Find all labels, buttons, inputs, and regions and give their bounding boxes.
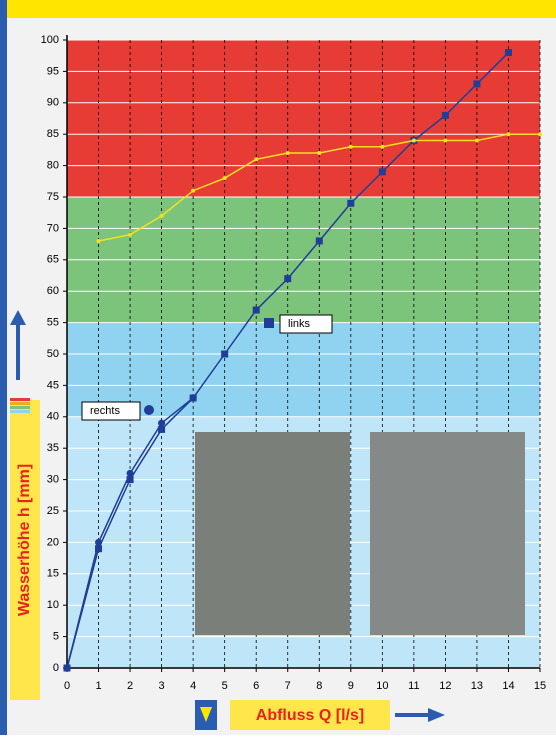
- x-tick-label: 0: [64, 680, 70, 692]
- marker: [473, 80, 481, 88]
- band: [67, 40, 540, 197]
- marker: [285, 151, 290, 156]
- x-tick-label: 4: [190, 680, 196, 692]
- x-tick-label: 15: [534, 680, 546, 692]
- marker: [411, 138, 416, 143]
- y-tick-label: 20: [47, 536, 59, 548]
- x-tick-label: 3: [159, 680, 165, 692]
- x-tick-label: 8: [316, 680, 322, 692]
- x-axis-title: Abfluss Q [l/s]: [256, 707, 364, 724]
- x-tick-label: 13: [471, 680, 483, 692]
- y-tick-label: 50: [47, 348, 59, 360]
- marker: [443, 138, 448, 143]
- band-swatch: [10, 398, 30, 401]
- y-tick-label: 75: [47, 191, 59, 203]
- marker: [126, 476, 134, 484]
- marker: [538, 132, 542, 137]
- marker: [189, 394, 197, 402]
- top-bar: [0, 0, 556, 18]
- x-tick-label: 10: [376, 680, 388, 692]
- marker: [474, 138, 479, 143]
- x-tick-label: 1: [95, 680, 101, 692]
- marker: [378, 168, 386, 176]
- marker: [348, 144, 353, 149]
- y-tick-label: 90: [47, 97, 59, 109]
- marker: [506, 132, 511, 137]
- photo: [195, 432, 350, 635]
- left-border: [0, 0, 7, 735]
- x-tick-label: 5: [222, 680, 228, 692]
- x-tick-label: 12: [439, 680, 451, 692]
- band: [67, 322, 540, 417]
- arrow: [200, 707, 212, 722]
- y-tick-label: 15: [47, 568, 59, 580]
- marker: [441, 111, 449, 119]
- y-label-box: [10, 400, 40, 700]
- y-tick-label: 10: [47, 599, 59, 611]
- arrow: [10, 310, 26, 325]
- y-tick-label: 60: [47, 285, 59, 297]
- y-axis-title: Wasserhöhe h [mm]: [16, 464, 33, 616]
- y-tick-label: 35: [47, 442, 59, 454]
- legend-marker: [264, 318, 274, 328]
- x-tick-label: 6: [253, 680, 259, 692]
- y-tick-label: 0: [53, 662, 59, 674]
- marker: [254, 157, 259, 162]
- legend-label: links: [288, 318, 311, 330]
- x-label-box: [230, 700, 390, 730]
- marker: [221, 350, 229, 358]
- marker: [159, 213, 164, 218]
- y-tick-label: 45: [47, 379, 59, 391]
- marker: [284, 275, 292, 283]
- marker: [95, 545, 103, 553]
- legend-label: rechts: [90, 405, 120, 417]
- y-tick-label: 85: [47, 128, 59, 140]
- marker: [347, 199, 355, 207]
- band-swatch: [10, 406, 30, 409]
- marker: [158, 425, 166, 433]
- marker: [222, 176, 227, 181]
- y-tick-label: 30: [47, 474, 59, 486]
- x-tick-label: 11: [408, 680, 419, 692]
- marker: [315, 237, 323, 245]
- y-tick-label: 100: [41, 34, 59, 46]
- marker: [158, 419, 166, 427]
- marker: [96, 238, 101, 243]
- marker: [380, 144, 385, 149]
- y-tick-label: 5: [53, 631, 59, 643]
- x-tick-label: 14: [502, 680, 514, 692]
- marker: [126, 469, 134, 477]
- legend-box: [81, 401, 141, 421]
- marker: [317, 151, 322, 156]
- y-tick-label: 95: [47, 65, 59, 77]
- y-tick-label: 55: [47, 317, 59, 329]
- y-tick-label: 40: [47, 411, 59, 423]
- marker: [63, 664, 71, 672]
- x-tick-label: 7: [285, 680, 291, 692]
- band-swatch: [10, 410, 30, 413]
- y-tick-label: 65: [47, 254, 59, 266]
- marker: [128, 232, 133, 237]
- legend-marker: [144, 405, 154, 415]
- x-tick-label: 2: [127, 680, 133, 692]
- y-tick-label: 70: [47, 222, 59, 234]
- marker: [95, 538, 103, 546]
- photo: [370, 432, 525, 635]
- marker: [252, 306, 260, 314]
- marker: [191, 188, 196, 193]
- x-tick-label: 9: [348, 680, 354, 692]
- band-swatch: [10, 402, 30, 405]
- y-tick-label: 25: [47, 505, 59, 517]
- y-tick-label: 80: [47, 160, 59, 172]
- arrow: [428, 708, 445, 722]
- legend-box: [279, 314, 333, 334]
- marker: [504, 49, 512, 57]
